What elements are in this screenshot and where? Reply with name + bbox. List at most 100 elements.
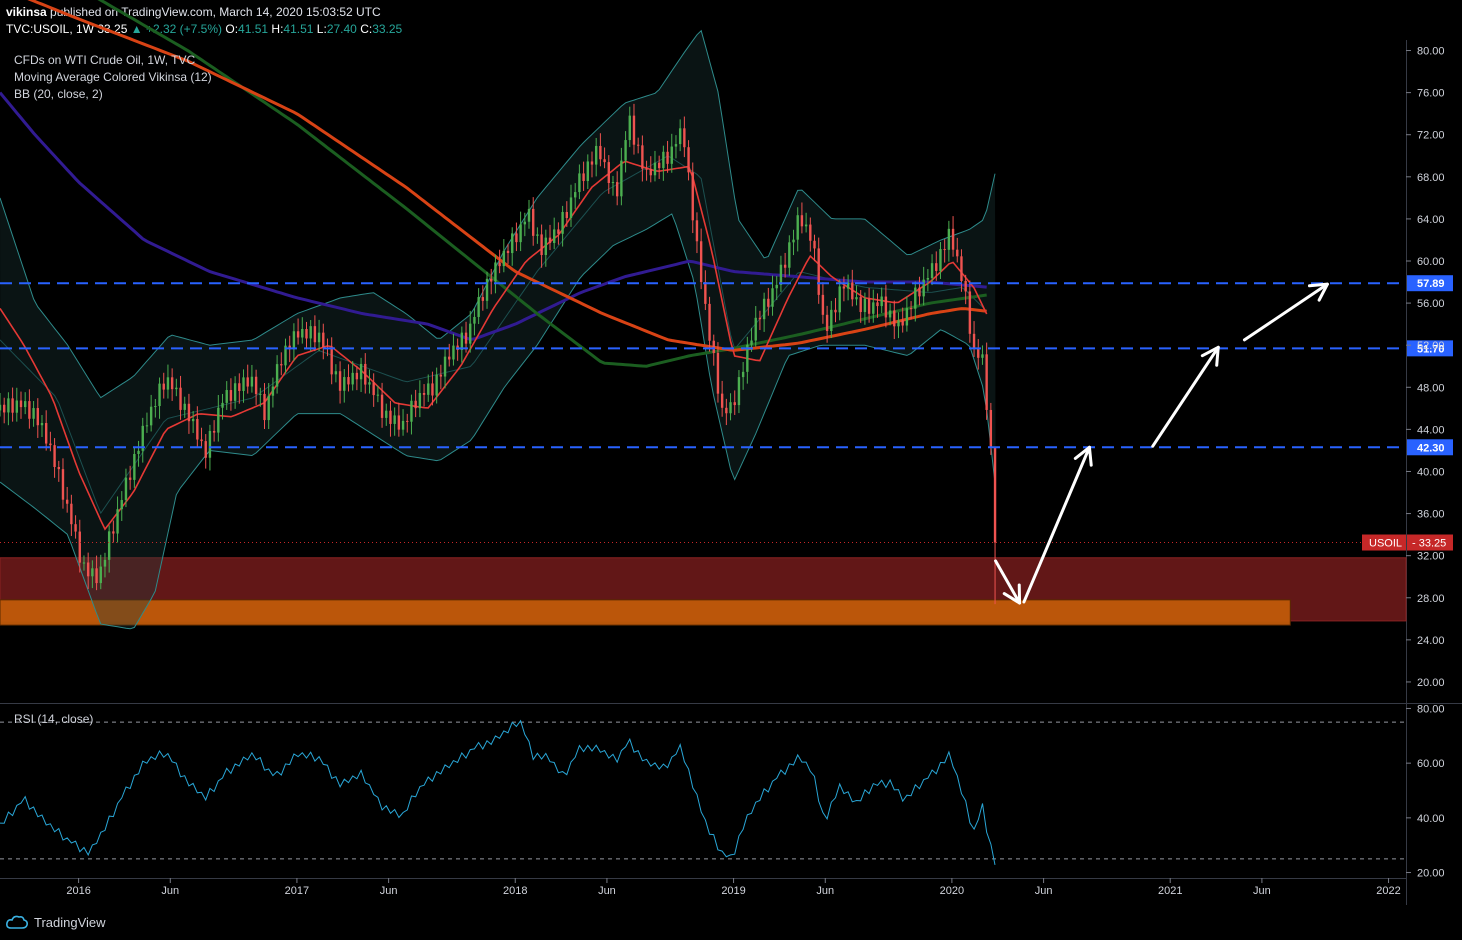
candle-body bbox=[191, 418, 195, 422]
candle-body bbox=[271, 386, 275, 396]
candle-body bbox=[565, 211, 569, 218]
candle-body bbox=[582, 173, 585, 182]
projection-arrowhead-1 bbox=[1002, 583, 1022, 605]
legend-bb[interactable]: BB (20, close, 2) bbox=[14, 87, 103, 101]
last-price-tag-text: - 33.25 bbox=[1412, 538, 1446, 550]
candle-body bbox=[397, 415, 401, 430]
legend-rsi[interactable]: RSI (14, close) bbox=[14, 712, 94, 726]
price-tick-label: 56.00 bbox=[1417, 298, 1445, 310]
candle-body bbox=[7, 398, 10, 413]
candle-body bbox=[632, 115, 636, 145]
candle-body bbox=[351, 372, 354, 385]
candle-body bbox=[817, 248, 820, 295]
candle-body bbox=[116, 509, 119, 534]
candle-body bbox=[897, 320, 900, 327]
price-tick-label: 20.00 bbox=[1417, 677, 1445, 689]
candle-body bbox=[905, 308, 909, 326]
candle-body bbox=[422, 393, 426, 395]
candle-body bbox=[490, 278, 493, 282]
candle-body bbox=[846, 282, 850, 289]
candle-body bbox=[699, 241, 703, 283]
candle-body bbox=[729, 402, 732, 414]
level-tag-51.70 bbox=[1407, 340, 1453, 357]
candle-body bbox=[317, 332, 321, 343]
candle-body bbox=[494, 262, 497, 282]
symbol-tag bbox=[1362, 534, 1406, 551]
candle-body bbox=[217, 407, 220, 433]
candle-body bbox=[259, 393, 262, 395]
candle-body bbox=[725, 407, 728, 414]
candle-body bbox=[687, 147, 690, 173]
candle-body bbox=[225, 390, 228, 403]
candle-body bbox=[792, 239, 795, 243]
price-tick-label: 76.00 bbox=[1417, 88, 1445, 100]
ma-purple-line bbox=[0, 91, 987, 341]
candle-body bbox=[103, 559, 107, 567]
candle-body bbox=[385, 410, 388, 418]
author-name[interactable]: vikinsa bbox=[6, 5, 47, 19]
candle-body bbox=[834, 309, 837, 313]
candle-body bbox=[922, 279, 925, 297]
candle-body bbox=[187, 403, 191, 422]
candle-body bbox=[657, 162, 661, 169]
candle-body bbox=[19, 400, 23, 408]
price-tick-label: 40.00 bbox=[1417, 466, 1445, 478]
candle-body bbox=[825, 314, 829, 331]
last-price-tag bbox=[1407, 534, 1453, 551]
candle-body bbox=[78, 531, 81, 563]
candle-body bbox=[406, 420, 409, 422]
candle-body bbox=[893, 310, 896, 327]
candle-body bbox=[746, 344, 749, 372]
candle-body bbox=[359, 363, 363, 380]
candle-body bbox=[23, 401, 27, 408]
candle-body bbox=[930, 263, 934, 279]
candle-body bbox=[368, 382, 371, 385]
time-tick-label: Jun bbox=[816, 885, 834, 897]
price-tick-label: 48.00 bbox=[1417, 382, 1445, 394]
candle-body bbox=[842, 286, 846, 289]
candle-body bbox=[557, 229, 560, 234]
rsi-pane[interactable] bbox=[0, 703, 1406, 878]
candle-body bbox=[767, 298, 770, 307]
candle-body bbox=[137, 450, 140, 454]
candle-body bbox=[212, 430, 216, 433]
candle-body bbox=[691, 172, 694, 221]
candle-body bbox=[548, 237, 552, 243]
candle-body bbox=[947, 228, 951, 250]
candle-body bbox=[376, 394, 380, 396]
candle-body bbox=[292, 331, 296, 350]
candle-body bbox=[15, 400, 18, 413]
candle-body bbox=[32, 408, 35, 419]
candle-body bbox=[809, 224, 812, 241]
high-label: H: bbox=[271, 22, 284, 36]
candle-body bbox=[49, 443, 52, 446]
candle-body bbox=[523, 221, 527, 225]
symbol-name: TVC:USOIL, 1W bbox=[6, 22, 95, 36]
candle-body bbox=[435, 374, 438, 396]
candle-body bbox=[414, 400, 417, 409]
price-tick-label: 36.00 bbox=[1417, 509, 1445, 521]
candle-body bbox=[61, 469, 65, 500]
price-tick-label: 28.00 bbox=[1417, 593, 1445, 605]
legend-title[interactable]: CFDs on WTI Crude Oil, 1W, TVC bbox=[14, 53, 196, 67]
candle-body bbox=[175, 387, 178, 390]
candle-body bbox=[750, 340, 753, 345]
candle-body bbox=[338, 371, 342, 391]
tradingview-logo[interactable]: TradingView bbox=[6, 912, 106, 932]
price-tick-label: 80.00 bbox=[1417, 46, 1445, 58]
candle-body bbox=[872, 302, 875, 314]
rsi-tick-label: 20.00 bbox=[1417, 868, 1445, 880]
legend-ma[interactable]: Moving Average Colored Vikinsa (12) bbox=[14, 70, 212, 84]
candle-body bbox=[573, 192, 577, 198]
candle-body bbox=[540, 234, 543, 256]
candle-body bbox=[783, 264, 787, 268]
brand-name: TradingView bbox=[34, 914, 106, 930]
candle-body bbox=[124, 477, 128, 501]
candle-body bbox=[473, 316, 476, 324]
candle-body bbox=[678, 128, 682, 145]
price-tick-label: 68.00 bbox=[1417, 172, 1445, 184]
candle-body bbox=[95, 568, 98, 584]
candle-body bbox=[2, 404, 6, 413]
candle-body bbox=[754, 317, 757, 341]
